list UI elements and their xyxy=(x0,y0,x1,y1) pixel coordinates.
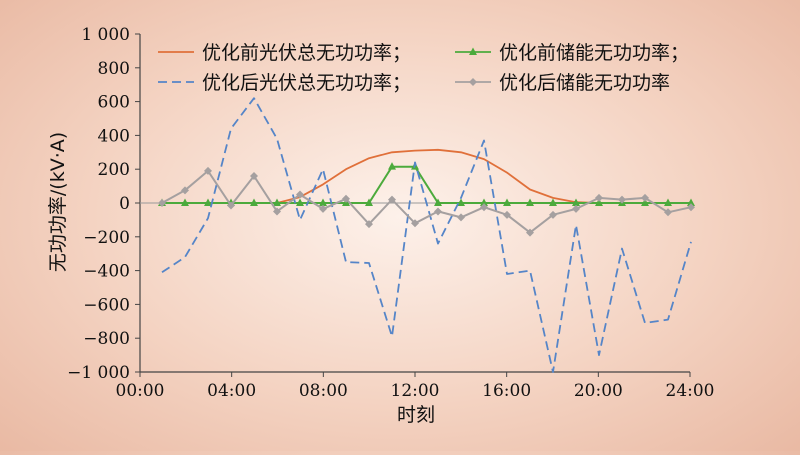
y-tick-label: 0 xyxy=(119,194,130,214)
series-line-4 xyxy=(161,169,692,234)
y-tick-label: −200 xyxy=(83,228,130,248)
x-tick-label: 04:00 xyxy=(207,381,256,401)
data-point-triangle xyxy=(388,162,396,170)
data-point-triangle xyxy=(434,198,442,206)
x-tick-label: 08:00 xyxy=(299,381,348,401)
data-point-triangle xyxy=(204,198,212,206)
data-point-diamond xyxy=(526,228,534,237)
data-point-triangle xyxy=(457,198,465,206)
legend-label-4: 优化后储能无功功率 xyxy=(499,72,670,94)
series-layer xyxy=(158,97,695,373)
y-tick-label: 800 xyxy=(98,59,130,79)
y-tick-label: 600 xyxy=(98,93,130,113)
data-point-diamond xyxy=(549,210,557,219)
y-tick-label: −1 000 xyxy=(67,363,130,383)
y-tick-label: 1 000 xyxy=(81,25,130,45)
data-point-diamond xyxy=(595,193,603,202)
legend-label-1: 优化前光伏总无功功率； xyxy=(202,42,411,64)
y-tick-label: 200 xyxy=(98,160,130,180)
series-line-1 xyxy=(162,148,691,204)
data-point-diamond xyxy=(641,193,649,202)
data-point-diamond xyxy=(365,220,373,229)
data-point-triangle xyxy=(480,198,488,206)
data-point-triangle xyxy=(296,198,304,206)
y-tick-label: −600 xyxy=(83,295,130,315)
data-point-diamond xyxy=(227,201,235,210)
data-point-diamond xyxy=(296,190,304,199)
data-point-triangle xyxy=(664,198,672,206)
data-point-triangle xyxy=(641,198,649,206)
data-point-triangle xyxy=(595,198,603,206)
tick-labels: 1 000 800 600 400 200 0 −200 −400 −600 −800 −1 000… xyxy=(67,25,714,401)
data-point-diamond xyxy=(388,195,396,204)
data-point-triangle xyxy=(365,198,373,206)
data-point-diamond xyxy=(158,199,166,207)
data-point-triangle xyxy=(273,198,281,206)
data-point-diamond xyxy=(250,171,258,180)
legend-label-2: 优化前储能无功功率； xyxy=(499,42,689,64)
series-line-2 xyxy=(162,165,691,204)
data-point-diamond xyxy=(618,195,626,204)
data-point-triangle xyxy=(181,198,189,206)
data-point-triangle xyxy=(503,198,511,206)
data-point-diamond xyxy=(342,194,350,203)
data-point-diamond xyxy=(480,203,488,212)
y-tick-label: −400 xyxy=(83,262,130,282)
legend-marker-diamond xyxy=(469,78,477,86)
data-point-triangle xyxy=(687,198,695,206)
data-point-diamond xyxy=(687,203,695,212)
data-point-diamond xyxy=(319,204,327,213)
data-point-diamond xyxy=(503,210,511,219)
x-tick-label: 24:00 xyxy=(666,381,715,401)
data-point-diamond xyxy=(664,208,672,217)
y-tick-label: −800 xyxy=(83,329,130,349)
legend: 优化前光伏总无功功率； 优化前储能无功功率； 优化后光伏总无功功率； 优化后储能无功功… xyxy=(158,42,689,94)
x-tick-label: 20:00 xyxy=(574,381,623,401)
data-point-diamond xyxy=(181,186,189,195)
data-point-triangle xyxy=(250,198,258,206)
data-point-triangle xyxy=(526,198,534,206)
x-tick-label: 16:00 xyxy=(482,381,531,401)
y-axis-title: 无功功率/(kV·A) xyxy=(47,132,69,272)
y-tick-label: 400 xyxy=(98,126,130,146)
data-point-diamond xyxy=(572,204,580,213)
legend-label-3: 优化后光伏总无功功率； xyxy=(202,72,411,94)
series-line-3 xyxy=(161,97,692,373)
data-point-diamond xyxy=(204,166,212,175)
data-point-diamond xyxy=(273,207,281,216)
data-point-diamond xyxy=(411,219,419,228)
legend-marker-triangle xyxy=(469,47,477,55)
data-point-triangle xyxy=(572,198,580,206)
data-point-diamond xyxy=(457,213,465,222)
x-tick-label: 00:00 xyxy=(116,381,165,401)
data-point-triangle xyxy=(319,198,327,206)
x-axis-title: 时刻 xyxy=(397,404,435,426)
x-tick-label: 12:00 xyxy=(391,381,440,401)
data-point-triangle xyxy=(549,198,557,206)
data-point-diamond xyxy=(434,207,442,216)
